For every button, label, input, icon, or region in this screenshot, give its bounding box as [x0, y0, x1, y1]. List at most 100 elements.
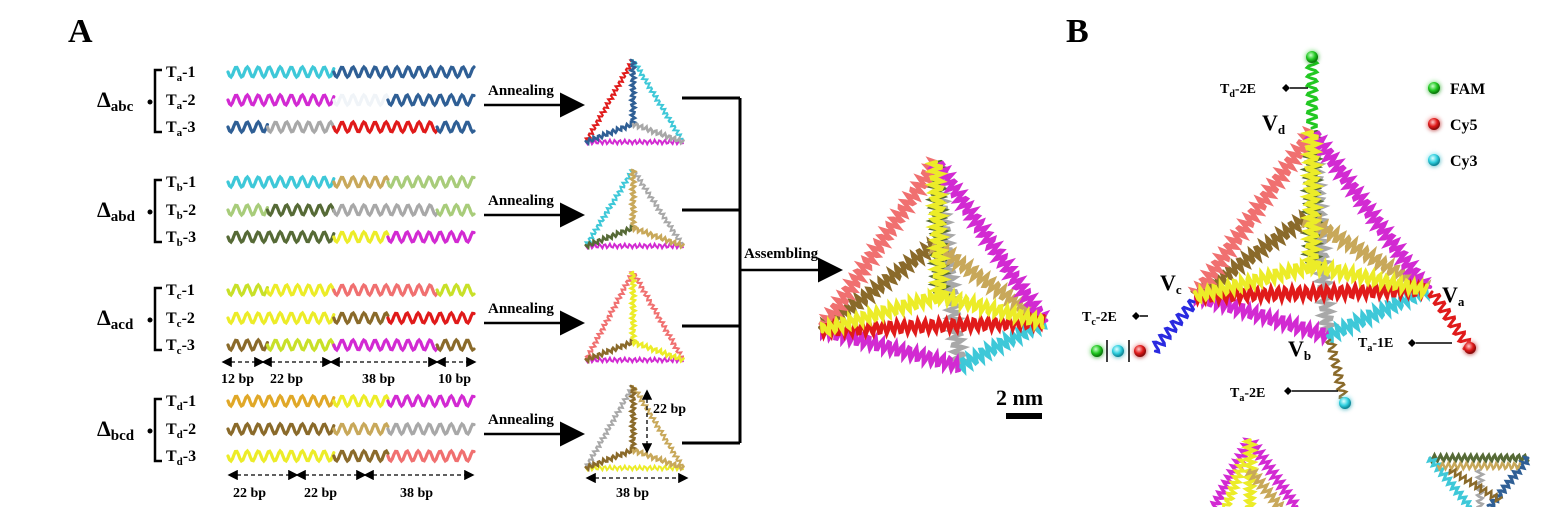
tetra-edge [1303, 130, 1433, 292]
linker-tc [1151, 298, 1196, 355]
assembly-bracket [682, 96, 742, 445]
strand-label-c-3: Tc-3 [166, 337, 195, 357]
strand-segment [332, 337, 439, 353]
scale-bar-label: 2 nm [996, 385, 1043, 410]
seg-label-22bp-a: 22 bp [233, 486, 266, 501]
strand-helices [226, 64, 476, 464]
tetra-edge [1310, 256, 1429, 301]
seg-label-22bp: 22 bp [270, 372, 303, 387]
strand-segment [226, 421, 336, 437]
cy5-dye [1464, 342, 1476, 354]
strand-segment [332, 229, 390, 245]
strand-segment [332, 282, 439, 298]
vertex-label-vd: Vd [1262, 110, 1286, 137]
annealing-label: Annealing [488, 83, 554, 99]
group-bracket [153, 68, 162, 134]
strand-label-d-1: Td-1 [166, 393, 196, 413]
strand-label-b-1: Tb-1 [166, 174, 196, 194]
group-label-abc: Δabc [97, 87, 134, 115]
strand-label-d-2: Td-2 [166, 421, 196, 441]
seg-label-12bp: 12 bp [221, 372, 254, 387]
strand-segment [332, 64, 476, 80]
linker-td [1304, 58, 1320, 130]
tetra-edge [820, 310, 1046, 342]
strand-segment [386, 393, 476, 409]
linker-label-ta2: Ta-2E [1230, 386, 1265, 404]
strand-segment [332, 393, 390, 409]
strand-segment [226, 92, 336, 108]
tetra-edge [1193, 288, 1332, 347]
seg-label-38bp: 38 bp [362, 372, 395, 387]
tetra-edge [928, 241, 1049, 329]
legend-label-fam: FAM [1450, 81, 1485, 98]
tetra-edge [818, 156, 941, 336]
tetra-edge [924, 160, 953, 299]
strand-segment [386, 229, 476, 245]
strand-segment [226, 202, 269, 218]
scale-bar [1006, 413, 1042, 419]
strand-label-b-3: Tb-3 [166, 229, 196, 249]
group-label-acd: Δacd [97, 305, 134, 333]
seg-label-38bp-b: 38 bp [400, 486, 433, 501]
strand-segment [226, 282, 269, 298]
strand-segment [435, 202, 476, 218]
cy3-dye [1339, 397, 1351, 409]
tetra-edge [926, 160, 1051, 326]
strand-label-c-2: Tc-2 [166, 310, 195, 330]
strand-segment [265, 119, 336, 135]
strand-segment [226, 229, 336, 245]
strand-segment [435, 282, 476, 298]
legend-dot-fam [1428, 82, 1440, 94]
annealing-label: Annealing [488, 193, 554, 209]
tetra-edge [1193, 254, 1314, 305]
tetra-edge [958, 316, 1048, 377]
strand-segment [265, 202, 336, 218]
strand-segment [386, 174, 476, 190]
bracket-dot [147, 428, 153, 434]
strand-segment [265, 337, 336, 353]
strand-segment [435, 119, 476, 135]
fam-dye [1306, 51, 1318, 63]
strand-segment [332, 310, 390, 326]
bracket-dot [147, 317, 153, 323]
group-bracket [153, 178, 162, 244]
triangle-duplex [583, 384, 685, 473]
seg-label-22bp-b: 22 bp [304, 486, 337, 501]
linker-label-ta1: Ta-1E [1358, 336, 1393, 354]
tetra-edge [1300, 213, 1432, 295]
legend-dot-cy3 [1428, 154, 1440, 166]
strand-segment [435, 337, 476, 353]
fam-dye-tc [1091, 345, 1103, 357]
linker-ta2 [1324, 338, 1349, 401]
strand-segment [265, 282, 336, 298]
strand-segment [226, 448, 336, 464]
strand-segment [332, 119, 439, 135]
strand-label-a-1: Ta-1 [166, 64, 196, 84]
cy5-dye-tc [1134, 345, 1146, 357]
bracket-dot [147, 209, 153, 215]
tetra-edge [819, 284, 942, 339]
vertex-label-vc: Vc [1160, 270, 1182, 297]
vertex-label-va: Va [1442, 282, 1465, 309]
strand-segment [226, 337, 269, 353]
linker-label-tc: Tc-2E [1082, 310, 1117, 328]
tetrahedron-labeled [1187, 125, 1433, 347]
legend-dot-cy5 [1428, 118, 1440, 130]
tetra-edge [1187, 125, 1316, 302]
panel-label-a: A [68, 13, 93, 50]
legend-label-cy5: Cy5 [1450, 117, 1478, 134]
strand-segment [332, 421, 390, 437]
tri-height-label: 22 bp [653, 402, 686, 417]
partial-tetrahedra [1209, 437, 1531, 507]
tetrahedron-assembled [818, 156, 1051, 377]
strand-segment [386, 448, 476, 464]
strand-segment [386, 421, 476, 437]
strand-segment [226, 310, 336, 326]
annealing-label: Annealing [488, 301, 554, 317]
strand-label-b-2: Tb-2 [166, 202, 196, 222]
group-bracket [153, 286, 162, 352]
strand-label-d-3: Td-3 [166, 448, 196, 468]
strand-segment [332, 174, 390, 190]
seg-label-10bp: 10 bp [438, 372, 471, 387]
